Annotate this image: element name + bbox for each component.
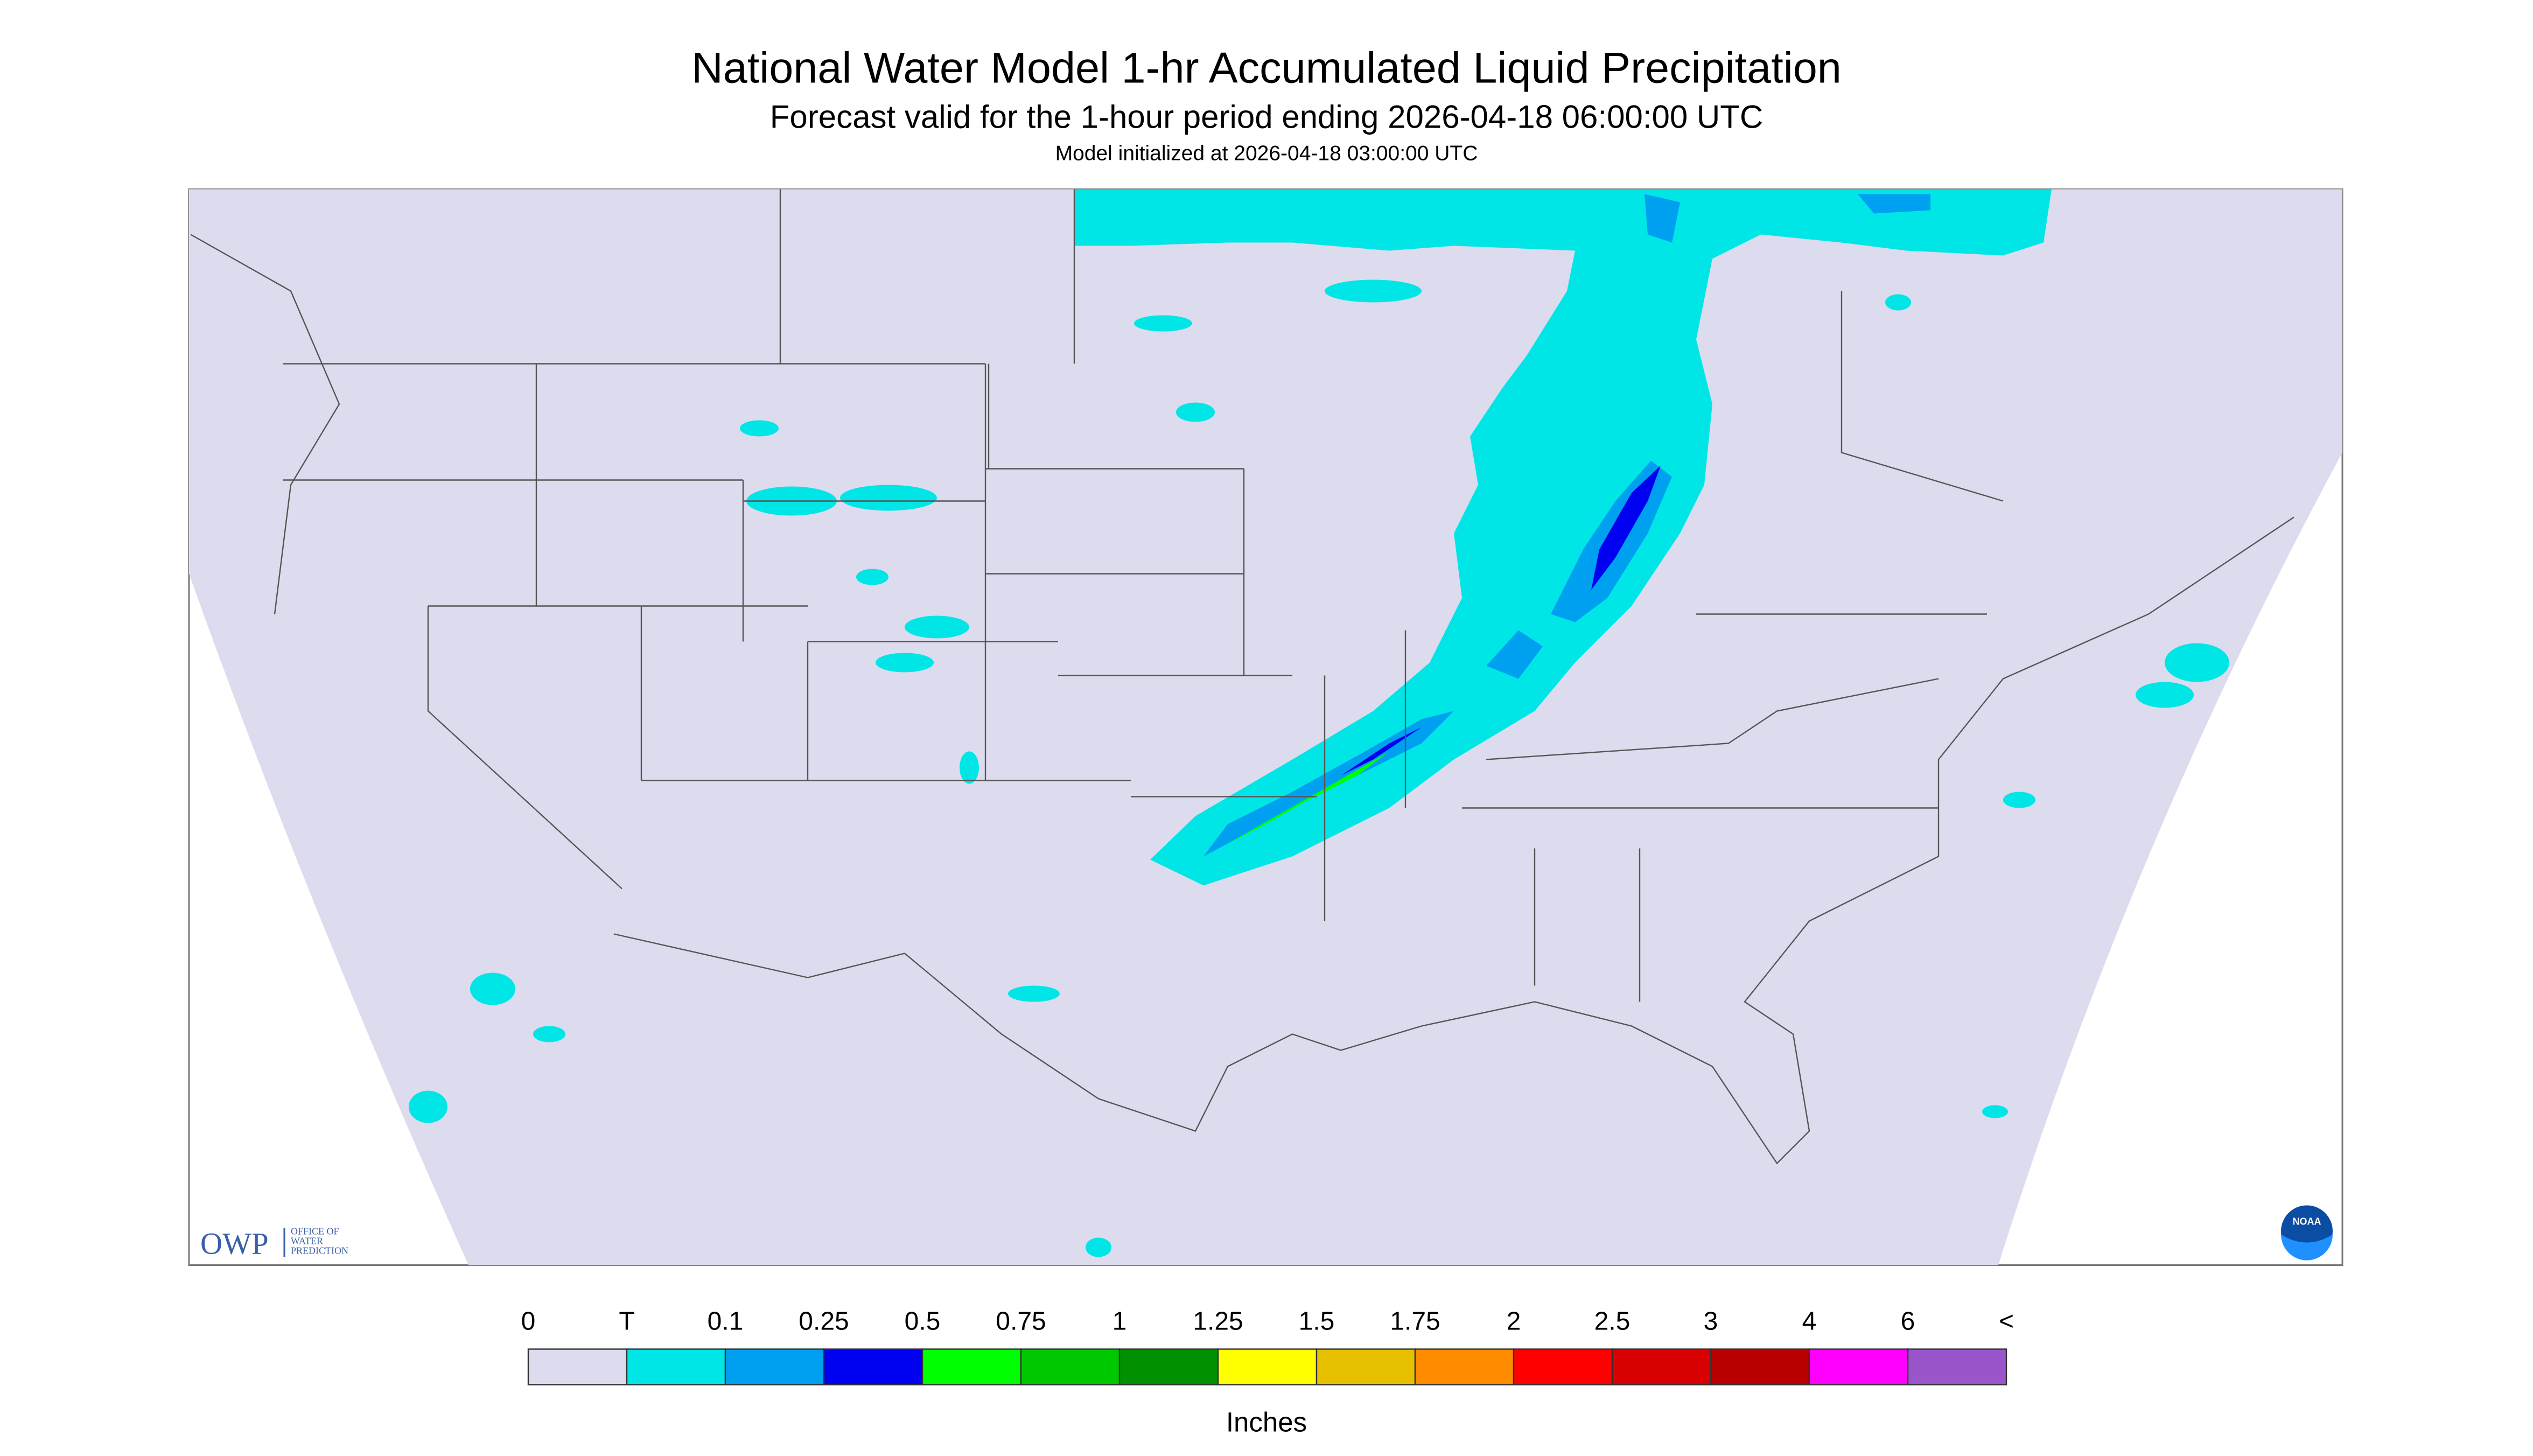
precip-trace [1074, 189, 2052, 886]
noaa-text: NOAA [2293, 1216, 2321, 1227]
legend-swatch [1808, 1348, 1909, 1385]
legend-label: 1 [1112, 1307, 1127, 1336]
legend-label: < [1999, 1307, 2014, 1336]
legend-swatch [823, 1348, 923, 1385]
owp-text: PREDICTION [291, 1245, 348, 1256]
owp-mark: OWP [200, 1227, 269, 1261]
precip-scattered [409, 279, 2229, 1257]
legend-swatch [1316, 1348, 1416, 1385]
precip [409, 189, 2229, 1257]
legend-label: 3 [1704, 1307, 1718, 1336]
map: OWP OFFICE OF WATER PREDICTION NOAA [188, 188, 2343, 1266]
map-domain [189, 189, 2342, 1265]
legend-swatch [1710, 1348, 1810, 1385]
legend-label: 2.5 [1594, 1307, 1631, 1336]
legend-label: 4 [1802, 1307, 1817, 1336]
legend-swatch [1414, 1348, 1515, 1385]
init-time: Model initialized at 2026-04-18 03:00:00… [1055, 142, 1478, 165]
legend-swatch [1907, 1348, 2007, 1385]
legend-label: 6 [1901, 1307, 1915, 1336]
subtitle: Forecast valid for the 1-hour period end… [770, 99, 1763, 135]
legend-label: 0.75 [996, 1307, 1046, 1336]
legend-label: 1.75 [1390, 1307, 1440, 1336]
legend-swatch [724, 1348, 825, 1385]
legend-swatch [1020, 1348, 1121, 1385]
legend: 0 T 0.1 0.25 0.5 0.75 1 1.25 1.5 1.75 2 2.5 3 4 6 < [521, 1307, 2014, 1385]
legend-label: 2 [1507, 1307, 1521, 1336]
legend-swatch [921, 1348, 1022, 1385]
legend-label: T [619, 1307, 634, 1336]
legend-swatch [1513, 1348, 1613, 1385]
title: National Water Model 1-hr Accumulated Li… [691, 44, 1842, 93]
boundaries [190, 189, 2294, 1165]
noaa-logo: NOAA [2281, 1205, 2333, 1261]
legend-label: 0.5 [905, 1307, 941, 1336]
legend-swatch [527, 1348, 628, 1385]
legend-unit: Inches [1226, 1407, 1307, 1438]
owp-logo: OWP OFFICE OF WATER PREDICTION [200, 1226, 348, 1261]
owp-text: WATER [291, 1236, 323, 1247]
legend-swatch [1118, 1348, 1219, 1385]
legend-label: 1.25 [1193, 1307, 1243, 1336]
owp-text: OFFICE OF [291, 1226, 339, 1237]
legend-swatch [626, 1348, 726, 1385]
legend-label: 1.5 [1299, 1307, 1335, 1336]
legend-swatch [1217, 1348, 1318, 1385]
legend-swatch [1611, 1348, 1712, 1385]
legend-label: 0.25 [799, 1307, 849, 1336]
legend-label: 0.1 [708, 1307, 744, 1336]
legend-label: 0 [521, 1307, 536, 1336]
